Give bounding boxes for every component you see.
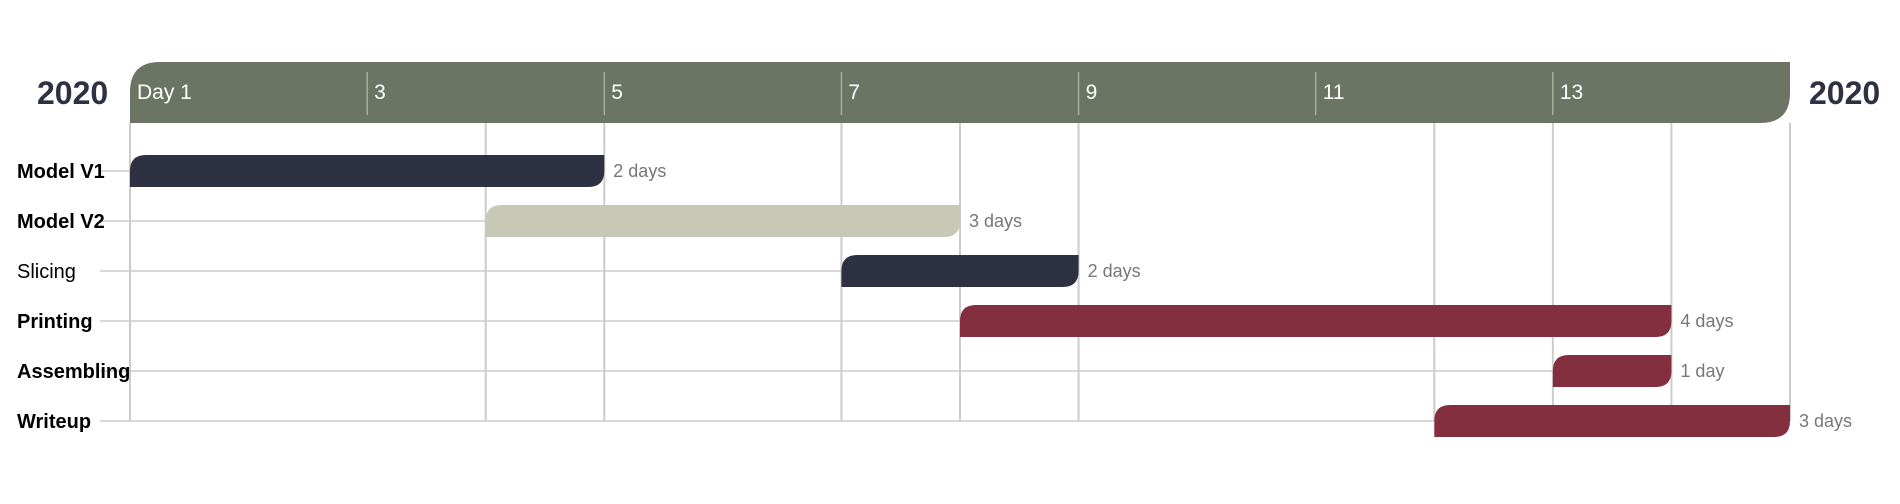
task-row: Model V2 3 days xyxy=(17,205,1022,237)
task-bar xyxy=(130,155,605,187)
task-row: Assembling 1 day xyxy=(17,355,1724,387)
duration-label: 2 days xyxy=(1088,261,1141,281)
task-name: Assembling xyxy=(17,361,130,383)
tick-label: 9 xyxy=(1086,81,1098,104)
task-row: Slicing 2 days xyxy=(17,255,1141,287)
task-row: Model V1 2 days xyxy=(17,155,666,187)
task-bar xyxy=(841,255,1079,287)
task-row: Printing 4 days xyxy=(17,305,1733,337)
year-label-left: 2020 xyxy=(37,75,108,111)
tick-label: 3 xyxy=(374,81,386,104)
task-name: Model V2 xyxy=(17,211,105,233)
tick-label: 13 xyxy=(1560,81,1583,104)
tick-label: Day 1 xyxy=(137,81,192,104)
duration-label: 2 days xyxy=(613,161,666,181)
tick-label: 7 xyxy=(848,81,860,104)
task-name: Model V1 xyxy=(17,161,105,183)
duration-label: 4 days xyxy=(1680,311,1733,331)
task-bar xyxy=(485,205,960,237)
timeline-header-band xyxy=(130,62,1790,123)
task-name: Slicing xyxy=(17,261,76,283)
task-bar xyxy=(1552,355,1672,387)
task-bar xyxy=(960,305,1672,337)
task-name: Printing xyxy=(17,311,93,333)
year-label-right: 2020 xyxy=(1809,75,1880,111)
duration-label: 3 days xyxy=(1799,411,1852,431)
tick-label: 5 xyxy=(611,81,623,104)
timeline-header: Day 1 3 5 7 9 11 13 xyxy=(130,62,1790,123)
task-row: Writeup 3 days xyxy=(17,405,1852,437)
task-rows: Model V1 2 days Model V2 3 days Slicing 2 day… xyxy=(17,155,1852,437)
duration-label: 3 days xyxy=(969,211,1022,231)
task-bar xyxy=(1434,405,1790,437)
task-name: Writeup xyxy=(17,411,91,433)
duration-label: 1 day xyxy=(1680,361,1724,381)
tick-label: 11 xyxy=(1323,81,1345,104)
